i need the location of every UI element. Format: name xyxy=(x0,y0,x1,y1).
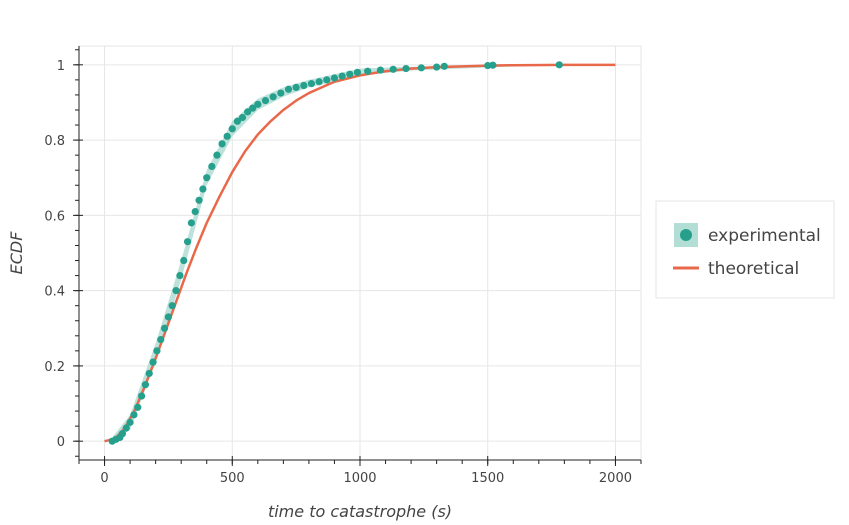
experimental-point-47 xyxy=(346,70,354,78)
experimental-point-35 xyxy=(254,100,262,108)
experimental-point-45 xyxy=(330,74,339,82)
experimental-point-33 xyxy=(244,108,252,116)
experimental-point-46 xyxy=(338,72,346,80)
experimental-point-13 xyxy=(157,335,165,344)
experimental-series xyxy=(108,61,563,445)
grid xyxy=(79,46,641,460)
experimental-point-7 xyxy=(134,403,142,411)
experimental-point-41 xyxy=(300,81,308,90)
experimental-point-32 xyxy=(238,113,247,122)
experimental-point-26 xyxy=(208,162,216,171)
experimental-point-58 xyxy=(555,61,563,69)
experimental-point-49 xyxy=(364,67,372,75)
experimental-point-17 xyxy=(172,287,180,295)
experimental-point-39 xyxy=(284,85,293,93)
y-tick-label: 0.8 xyxy=(44,134,65,149)
experimental-point-5 xyxy=(126,418,134,426)
experimental-point-27 xyxy=(213,151,221,159)
x-tick-label: 500 xyxy=(220,471,245,486)
y-tick-label: 0 xyxy=(57,435,65,450)
x-axis: 0 500 1000 1500 2000 xyxy=(78,456,642,486)
experimental-point-16 xyxy=(168,302,176,310)
experimental-point-53 xyxy=(417,64,425,72)
experimental-point-10 xyxy=(145,369,153,378)
legend: experimental theoretical xyxy=(655,200,835,299)
x-tick-label: 1500 xyxy=(471,471,504,486)
experimental-point-37 xyxy=(269,93,277,101)
experimental-point-9 xyxy=(141,381,150,389)
experimental-point-31 xyxy=(233,117,241,125)
experimental-point-11 xyxy=(149,358,157,366)
x-tick-label: 2000 xyxy=(599,471,632,486)
experimental-point-30 xyxy=(228,125,236,133)
experimental-point-36 xyxy=(261,96,270,105)
x-tick-label: 1000 xyxy=(343,471,376,486)
experimental-point-51 xyxy=(389,65,397,73)
experimental-point-20 xyxy=(183,238,192,246)
y-tick-label: 0.4 xyxy=(44,285,65,300)
experimental-point-43 xyxy=(315,78,323,86)
x-tick-label: 0 xyxy=(100,471,108,486)
experimental-point-22 xyxy=(191,208,199,216)
experimental-point-34 xyxy=(249,104,257,112)
experimental-point-38 xyxy=(277,89,285,97)
y-tick-label: 0.6 xyxy=(44,209,65,224)
experimental-point-19 xyxy=(180,256,188,265)
experimental-point-55 xyxy=(440,62,448,70)
y-axis-title: ECDF xyxy=(7,231,26,275)
experimental-point-42 xyxy=(307,80,316,88)
experimental-point-8 xyxy=(137,392,146,400)
experimental-point-48 xyxy=(353,68,362,76)
experimental-point-6 xyxy=(130,411,138,419)
experimental-point-28 xyxy=(218,140,226,148)
experimental-point-44 xyxy=(323,76,331,84)
experimental-point-23 xyxy=(195,196,203,204)
y-axis: 0 0.2 0.4 0.6 0.8 1 xyxy=(44,46,83,460)
experimental-point-12 xyxy=(153,347,161,355)
experimental-point-14 xyxy=(160,324,169,332)
experimental-point-56 xyxy=(484,61,492,70)
experimental-point-24 xyxy=(199,185,207,193)
x-axis-title: time to catastrophe (s) xyxy=(268,502,452,521)
experimental-point-50 xyxy=(376,66,385,74)
legend-marker-experimental xyxy=(680,229,692,241)
experimental-point-29 xyxy=(223,132,231,140)
legend-label-experimental: experimental xyxy=(708,226,821,246)
legend-label-theoretical: theoretical xyxy=(708,259,799,279)
experimental-point-52 xyxy=(402,64,410,73)
experimental-point-21 xyxy=(187,219,195,227)
y-tick-label: 0.2 xyxy=(44,360,65,375)
legend-box xyxy=(655,200,835,299)
experimental-point-25 xyxy=(203,174,211,182)
experimental-point-18 xyxy=(176,271,184,280)
experimental-point-40 xyxy=(292,83,300,91)
experimental-point-57 xyxy=(489,61,497,69)
experimental-point-4 xyxy=(122,424,130,432)
experimental-point-15 xyxy=(164,313,173,321)
experimental-point-54 xyxy=(433,63,441,71)
y-tick-label: 1 xyxy=(57,59,65,74)
experimental-point-3 xyxy=(118,430,127,438)
